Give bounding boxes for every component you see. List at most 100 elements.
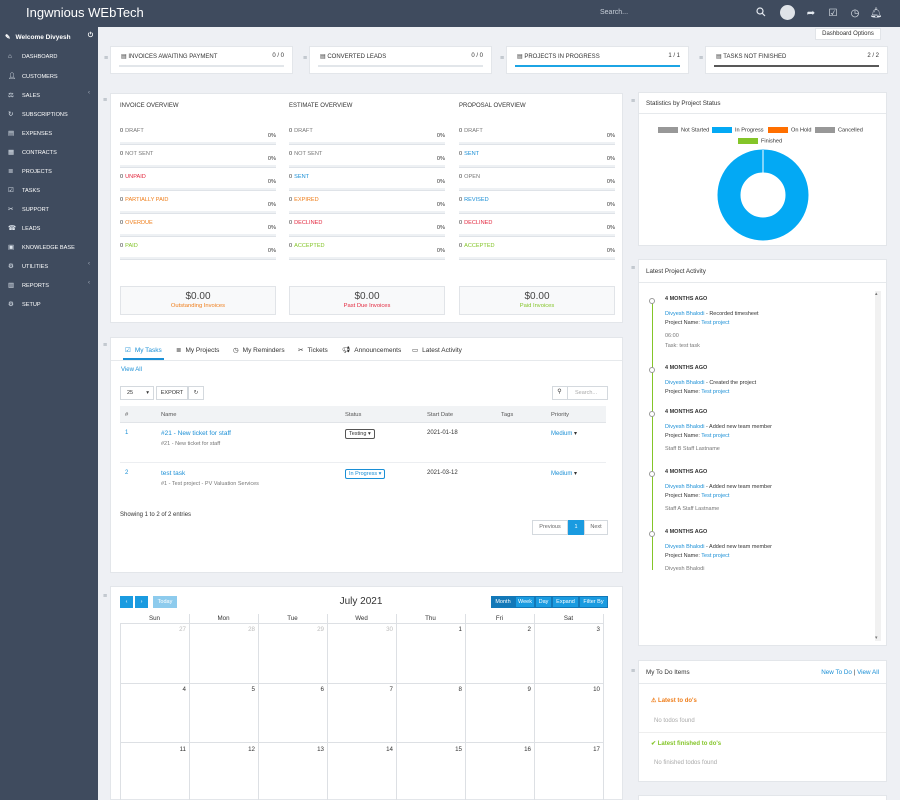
calendar-date-cell[interactable]: 28 — [248, 626, 255, 633]
activity-project-link[interactable]: Test project — [701, 493, 730, 499]
overview-row[interactable]: 0 Not Sent 0% — [289, 151, 445, 173]
drag-handle-icon[interactable]: ≡ — [631, 668, 636, 675]
tab-announcements[interactable]: 📢︎ Announcements — [342, 346, 401, 354]
view-all-todos-link[interactable]: View All — [857, 669, 879, 676]
overview-row[interactable]: 0 Paid 0% — [120, 243, 276, 265]
bell-icon[interactable]: 🔔︎ — [869, 8, 883, 19]
sidebar-item-subscriptions[interactable]: ↻ Subscriptions — [0, 104, 98, 123]
calendar-view-filter-by[interactable]: Filter By — [579, 596, 608, 608]
sidebar-item-leads[interactable]: ☎ Leads — [0, 218, 98, 237]
task-name-link[interactable]: test task — [161, 470, 186, 477]
calendar-date-cell[interactable]: 8 — [458, 686, 462, 693]
drag-handle-icon[interactable]: ≡ — [103, 97, 108, 104]
legend-item[interactable]: On Hold — [768, 127, 812, 133]
avatar[interactable] — [780, 5, 795, 20]
drag-handle-icon[interactable]: ≡ — [103, 593, 108, 600]
dashboard-options-button[interactable]: Dashboard Options — [815, 28, 881, 40]
calendar-date-cell[interactable]: 1 — [458, 626, 462, 633]
table-search-input[interactable]: Search... — [552, 386, 608, 400]
activity-user-link[interactable]: Divyesh Bhalodi — [665, 424, 705, 430]
scroll-up-icon[interactable]: ▴ — [875, 291, 878, 297]
drag-handle-icon[interactable]: ≡ — [631, 265, 636, 272]
tab-my-projects[interactable]: ≣ My Projects — [176, 346, 219, 354]
activity-user-link[interactable]: Divyesh Bhalodi — [665, 544, 705, 550]
calendar-date-cell[interactable]: 9 — [527, 686, 531, 693]
refresh-icon[interactable]: ↻ — [188, 386, 204, 400]
overview-row[interactable]: 0 Draft 0% — [459, 128, 615, 150]
column-header[interactable]: # — [125, 412, 129, 418]
summary-box[interactable]: $0.00 Outstanding Invoices — [120, 286, 276, 315]
calendar-today-button[interactable]: Today — [153, 596, 177, 608]
overview-row[interactable]: 0 Sent 0% — [459, 151, 615, 173]
drag-handle-icon[interactable]: ≡ — [303, 55, 308, 62]
task-status-dropdown[interactable]: Testing ▾ — [345, 429, 375, 439]
overview-row[interactable]: 0 Not Sent 0% — [120, 151, 276, 173]
legend-item[interactable]: Not Started — [658, 127, 709, 133]
task-name-link[interactable]: #21 - New ticket for staff — [161, 430, 231, 437]
calendar-date-cell[interactable]: 6 — [320, 686, 324, 693]
sidebar-item-knowledge-base[interactable]: ▣ Knowledge Base — [0, 237, 98, 256]
calendar-next-icon[interactable]: › — [135, 596, 148, 608]
tab-latest-activity[interactable]: ▭ Latest Activity — [412, 346, 462, 354]
calendar-date-cell[interactable]: 29 — [317, 626, 324, 633]
tab-tickets[interactable]: ✂ Tickets — [298, 346, 328, 354]
activity-scrollbar[interactable]: ▴ ▾ — [875, 291, 881, 641]
activity-user-link[interactable]: Divyesh Bhalodi — [665, 380, 705, 386]
calendar-date-cell[interactable]: 15 — [455, 746, 462, 753]
column-header[interactable]: Priority — [551, 412, 570, 418]
calendar-view-expand[interactable]: Expand — [552, 596, 579, 608]
calendar-date-cell[interactable]: 16 — [524, 746, 531, 753]
power-icon[interactable]: ⏻ — [87, 32, 93, 39]
tab-my-reminders[interactable]: ◷ My Reminders — [233, 346, 285, 354]
sidebar-item-dashboard[interactable]: ⌂ Dashboard — [0, 47, 98, 66]
overview-row[interactable]: 0 Draft 0% — [120, 128, 276, 150]
column-header[interactable]: Status — [345, 412, 362, 418]
drag-handle-icon[interactable]: ≡ — [500, 55, 505, 62]
overview-row[interactable]: 0 Unpaid 0% — [120, 174, 276, 196]
calendar-date-cell[interactable]: 5 — [251, 686, 255, 693]
sidebar-item-tasks[interactable]: ☑ Tasks — [0, 180, 98, 199]
overview-row[interactable]: 0 Declined 0% — [459, 220, 615, 242]
sidebar-item-utilities[interactable]: ⚙ Utilities ‹ — [0, 256, 98, 275]
search-input[interactable]: Search... — [600, 9, 629, 16]
calendar-prev-icon[interactable]: ‹ — [120, 596, 133, 608]
overview-row[interactable]: 0 Open 0% — [459, 174, 615, 196]
overview-row[interactable]: 0 Overdue 0% — [120, 220, 276, 242]
activity-project-link[interactable]: Test project — [701, 553, 730, 559]
sidebar-item-support[interactable]: ✂ Support — [0, 199, 98, 218]
sidebar-item-setup[interactable]: ⚙ Setup — [0, 294, 98, 313]
legend-item[interactable]: Finished — [738, 138, 782, 144]
summary-box[interactable]: $0.00 Past Due Invoices — [289, 286, 445, 315]
checklist-icon[interactable]: ☑ — [828, 8, 838, 19]
welcome-user[interactable]: ✎ Welcome Divyesh ⏻ — [0, 27, 98, 47]
export-button[interactable]: EXPORT — [156, 386, 188, 400]
new-todo-link[interactable]: New To Do — [821, 669, 852, 676]
task-priority-dropdown[interactable]: Medium ▾ — [551, 430, 577, 437]
activity-user-link[interactable]: Divyesh Bhalodi — [665, 311, 705, 317]
activity-user-link[interactable]: Divyesh Bhalodi — [665, 484, 705, 490]
calendar-date-cell[interactable]: 3 — [596, 626, 600, 633]
activity-project-link[interactable]: Test project — [701, 433, 730, 439]
sidebar-item-reports[interactable]: ▥ Reports ‹ — [0, 275, 98, 294]
activity-project-link[interactable]: Test project — [701, 389, 730, 395]
column-header[interactable]: Start Date — [427, 412, 454, 418]
search-icon[interactable] — [754, 7, 768, 21]
overview-row[interactable]: 0 Accepted 0% — [459, 243, 615, 265]
summary-box[interactable]: $0.00 Paid Invoices — [459, 286, 615, 315]
scroll-down-icon[interactable]: ▾ — [875, 635, 878, 641]
column-header[interactable]: Name — [161, 412, 177, 418]
legend-item[interactable]: Cancelled — [815, 127, 863, 133]
brand-logo[interactable]: Ingwnious WEbTech — [26, 5, 144, 20]
task-status-dropdown[interactable]: In Progress ▾ — [345, 469, 386, 479]
clock-icon[interactable]: ◷ — [850, 8, 860, 19]
drag-handle-icon[interactable]: ≡ — [699, 55, 704, 62]
overview-row[interactable]: 0 Revised 0% — [459, 197, 615, 219]
calendar-date-cell[interactable]: 4 — [182, 686, 186, 693]
overview-row[interactable]: 0 Declined 0% — [289, 220, 445, 242]
sidebar-item-contracts[interactable]: ▦ Contracts — [0, 142, 98, 161]
calendar-date-cell[interactable]: 12 — [248, 746, 255, 753]
sidebar-item-projects[interactable]: ≣ Projects — [0, 161, 98, 180]
calendar-view-month[interactable]: Month — [491, 596, 515, 608]
page-size-select[interactable]: 25 ▾ — [120, 386, 154, 400]
overview-row[interactable]: 0 Draft 0% — [289, 128, 445, 150]
